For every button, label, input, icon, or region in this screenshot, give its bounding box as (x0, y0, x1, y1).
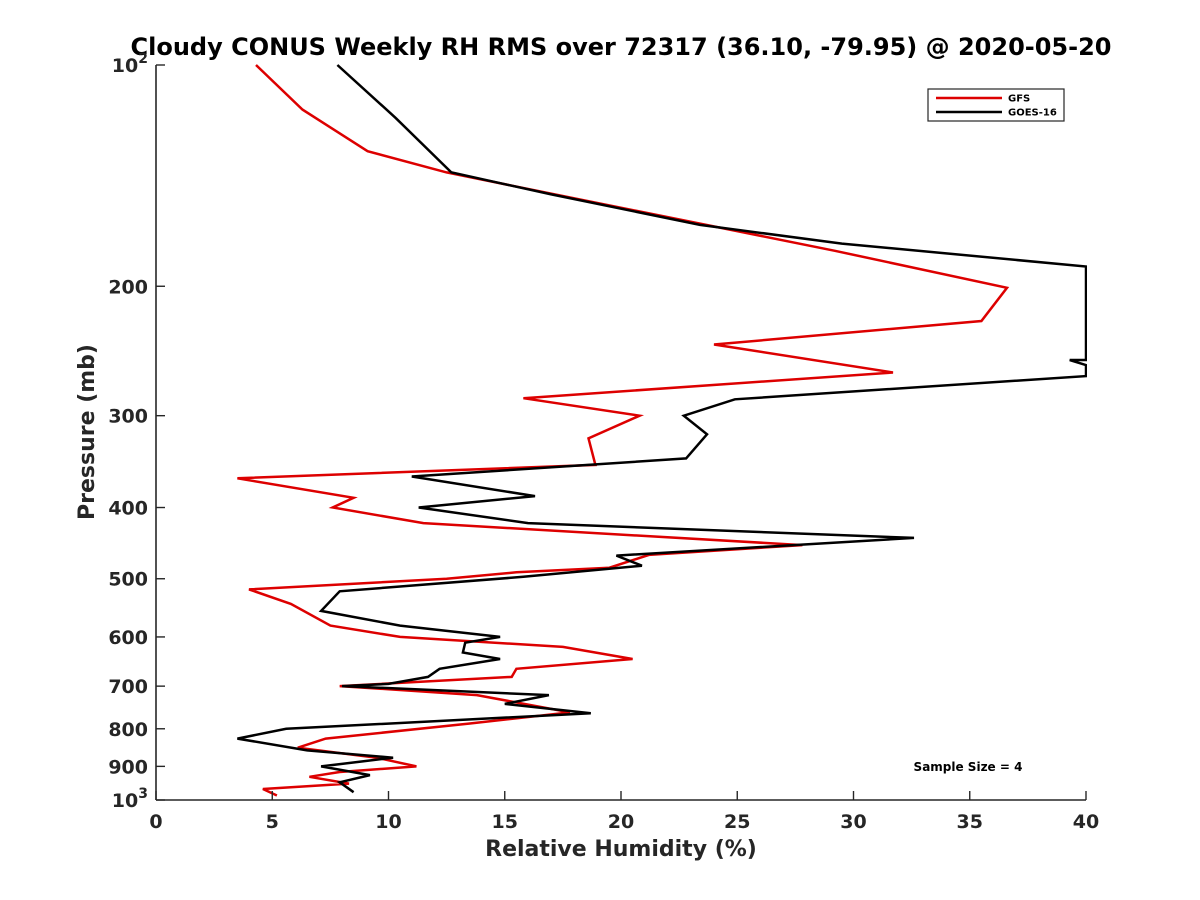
y-tick-label: 102 (112, 51, 148, 77)
plot-area (237, 64, 1087, 797)
y-tick-label: 600 (108, 627, 148, 649)
x-tick-label: 35 (957, 811, 983, 833)
y-axis-label: Pressure (mb) (75, 344, 100, 520)
y-tick-label: 700 (108, 676, 148, 698)
y-tick-label: 200 (108, 276, 148, 298)
x-tick-label: 40 (1073, 811, 1099, 833)
y-tick-label: 400 (108, 498, 148, 520)
x-tick-label: 5 (266, 811, 279, 833)
y-tick-label: 300 (108, 406, 148, 428)
x-tick-label: 15 (492, 811, 518, 833)
x-tick-label: 10 (375, 811, 401, 833)
x-tick-label: 0 (149, 811, 162, 833)
y-tick-label: 900 (108, 756, 148, 778)
legend: GFS GOES-16 (927, 88, 1065, 122)
y-tick-label: 800 (108, 719, 148, 741)
x-axis-label: Relative Humidity (%) (485, 837, 757, 862)
x-tick-label: 30 (840, 811, 866, 833)
chart-title: Cloudy CONUS Weekly RH RMS over 72317 (3… (131, 33, 1112, 61)
legend-box (927, 88, 1065, 122)
sample-size-annotation: Sample Size = 4 (914, 760, 1023, 774)
legend-label-gfs: GFS (1008, 94, 1030, 105)
y-tick-label: 103 (112, 786, 148, 812)
x-axis-ticks: 0 5 10 15 20 25 30 35 40 (149, 791, 1099, 833)
x-tick-label: 20 (608, 811, 634, 833)
series-line-goes16 (237, 64, 1087, 794)
y-tick-label: 500 (108, 569, 148, 591)
series-line-gfs (237, 64, 1010, 797)
y-axis-ticks: 102 200 300 400 500 600 700 800 900 103 (108, 51, 165, 812)
legend-label-goes16: GOES-16 (1008, 108, 1057, 119)
x-tick-label: 25 (724, 811, 750, 833)
